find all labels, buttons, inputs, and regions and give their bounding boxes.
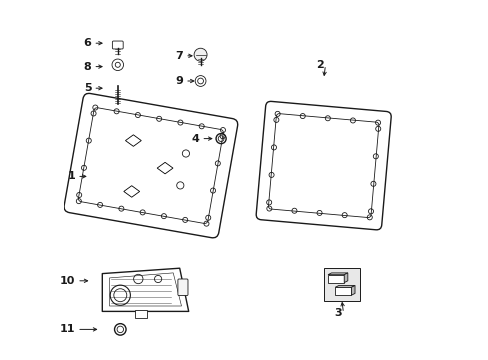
Polygon shape [335, 285, 354, 287]
Polygon shape [327, 273, 347, 275]
Text: 11: 11 [60, 324, 75, 334]
Text: 4: 4 [191, 134, 199, 144]
Text: 5: 5 [84, 83, 91, 93]
Polygon shape [344, 273, 347, 283]
Circle shape [194, 48, 206, 61]
Bar [335, 287, 351, 295]
Text: 6: 6 [83, 38, 91, 48]
FancyBboxPatch shape [178, 279, 187, 296]
Text: 7: 7 [175, 51, 183, 61]
Bar [135, 310, 146, 318]
Text: 10: 10 [60, 276, 75, 286]
Text: 3: 3 [333, 308, 341, 318]
Bar [327, 275, 344, 283]
Polygon shape [351, 285, 354, 295]
FancyBboxPatch shape [112, 41, 123, 49]
Text: 8: 8 [83, 62, 91, 72]
Text: 9: 9 [175, 76, 183, 86]
Text: 2: 2 [315, 60, 323, 70]
FancyBboxPatch shape [323, 268, 359, 301]
Text: 1: 1 [67, 171, 75, 181]
